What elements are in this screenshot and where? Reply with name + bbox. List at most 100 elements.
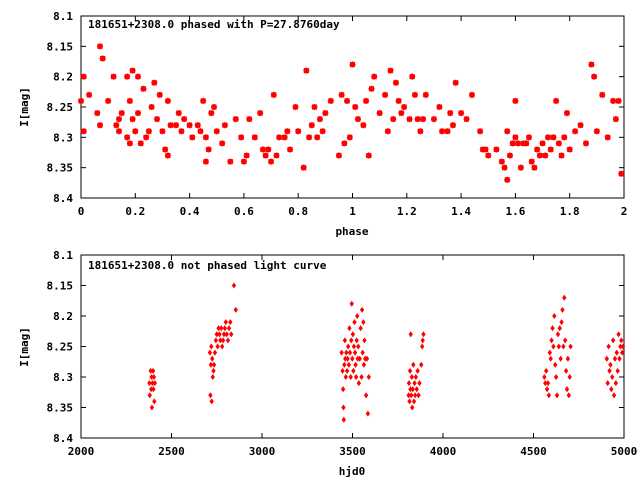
data-point bbox=[80, 128, 87, 135]
data-point bbox=[544, 386, 550, 393]
data-point bbox=[553, 361, 558, 368]
data-point bbox=[145, 128, 152, 135]
data-point bbox=[468, 91, 475, 98]
data-point bbox=[611, 392, 617, 399]
data-point bbox=[238, 134, 245, 141]
data-point bbox=[420, 337, 425, 344]
y-tick-label: 8.25 bbox=[47, 341, 74, 354]
data-point bbox=[572, 128, 579, 135]
data-point bbox=[613, 380, 619, 387]
data-point bbox=[617, 355, 622, 362]
data-point bbox=[356, 380, 362, 387]
data-point bbox=[352, 104, 359, 110]
data-point bbox=[618, 170, 625, 177]
data-point bbox=[129, 116, 136, 123]
data-point bbox=[415, 367, 420, 374]
data-point bbox=[421, 331, 426, 338]
data-point bbox=[322, 110, 329, 117]
data-point bbox=[547, 349, 552, 356]
data-point bbox=[544, 134, 551, 141]
data-point bbox=[135, 73, 142, 80]
data-point bbox=[501, 164, 508, 171]
data-point bbox=[588, 61, 595, 68]
data-point bbox=[281, 134, 288, 141]
data-point bbox=[306, 134, 313, 141]
data-point bbox=[504, 128, 511, 135]
data-point bbox=[156, 91, 163, 98]
data-point bbox=[558, 152, 565, 159]
data-point bbox=[401, 104, 408, 110]
data-point bbox=[126, 140, 133, 147]
data-point bbox=[363, 392, 369, 399]
data-point bbox=[409, 392, 414, 399]
data-point bbox=[132, 128, 139, 135]
data-point bbox=[135, 110, 142, 117]
data-point bbox=[604, 355, 609, 362]
data-point bbox=[376, 110, 383, 117]
data-point bbox=[351, 343, 357, 350]
data-point bbox=[97, 122, 104, 129]
axis-ticks: 0 0.2 0.4 0.6 0.8 1 1.2 1.4 1.6 1.8 2 8.1 8.15 8.2 8.2… bbox=[47, 10, 628, 218]
data-point bbox=[345, 355, 350, 362]
data-point bbox=[566, 146, 573, 153]
data-point bbox=[355, 312, 360, 320]
data-point bbox=[407, 398, 412, 405]
data-point bbox=[409, 73, 416, 80]
data-point bbox=[546, 392, 552, 399]
y-tick-label: 8.15 bbox=[47, 40, 74, 53]
data-point bbox=[577, 122, 584, 129]
data-point bbox=[210, 355, 215, 362]
data-point bbox=[542, 373, 547, 381]
data-point bbox=[219, 325, 224, 332]
data-point bbox=[292, 104, 299, 110]
data-point bbox=[407, 367, 413, 374]
x-tick-label: 1.4 bbox=[451, 205, 471, 218]
y-tick-label: 8.15 bbox=[47, 280, 74, 293]
data-point bbox=[359, 306, 365, 313]
data-point bbox=[485, 152, 492, 159]
data-point bbox=[221, 122, 228, 129]
data-point bbox=[347, 325, 352, 332]
data-point bbox=[422, 91, 429, 98]
data-point bbox=[439, 128, 446, 135]
data-point bbox=[346, 361, 352, 368]
data-point bbox=[97, 43, 104, 50]
data-point bbox=[548, 355, 553, 362]
data-point bbox=[387, 67, 394, 74]
data-point bbox=[205, 146, 212, 153]
data-point bbox=[398, 110, 405, 117]
data-point bbox=[344, 367, 350, 374]
data-point bbox=[384, 128, 391, 135]
data-point bbox=[311, 104, 318, 110]
data-point bbox=[140, 85, 147, 92]
y-axis-label: I[mag] bbox=[18, 327, 31, 367]
x-tick-label: 1 bbox=[349, 205, 356, 218]
data-point bbox=[452, 79, 459, 86]
data-point bbox=[233, 306, 238, 313]
data-point bbox=[523, 140, 530, 147]
data-point bbox=[562, 294, 567, 301]
data-point bbox=[563, 367, 569, 374]
data-point bbox=[568, 343, 573, 350]
data-point bbox=[295, 128, 302, 135]
data-point bbox=[498, 158, 505, 165]
x-tick-label: 3000 bbox=[249, 445, 276, 458]
data-point bbox=[361, 319, 366, 326]
y-axis-label: I[mag] bbox=[18, 87, 31, 127]
x-tick-label: 0.8 bbox=[288, 205, 308, 218]
data-point bbox=[148, 104, 155, 110]
data-point bbox=[512, 97, 519, 104]
data-point bbox=[363, 97, 370, 104]
data-point bbox=[154, 116, 161, 123]
data-point bbox=[86, 91, 93, 98]
data-point bbox=[308, 122, 315, 129]
data-point bbox=[211, 367, 216, 374]
data-point bbox=[420, 116, 427, 123]
data-point bbox=[344, 349, 349, 356]
data-point bbox=[419, 361, 424, 368]
y-tick-label: 8.2 bbox=[53, 310, 73, 323]
x-tick-label: 1.2 bbox=[397, 205, 417, 218]
data-point bbox=[553, 97, 560, 104]
data-point bbox=[129, 67, 136, 74]
data-point bbox=[208, 392, 213, 399]
